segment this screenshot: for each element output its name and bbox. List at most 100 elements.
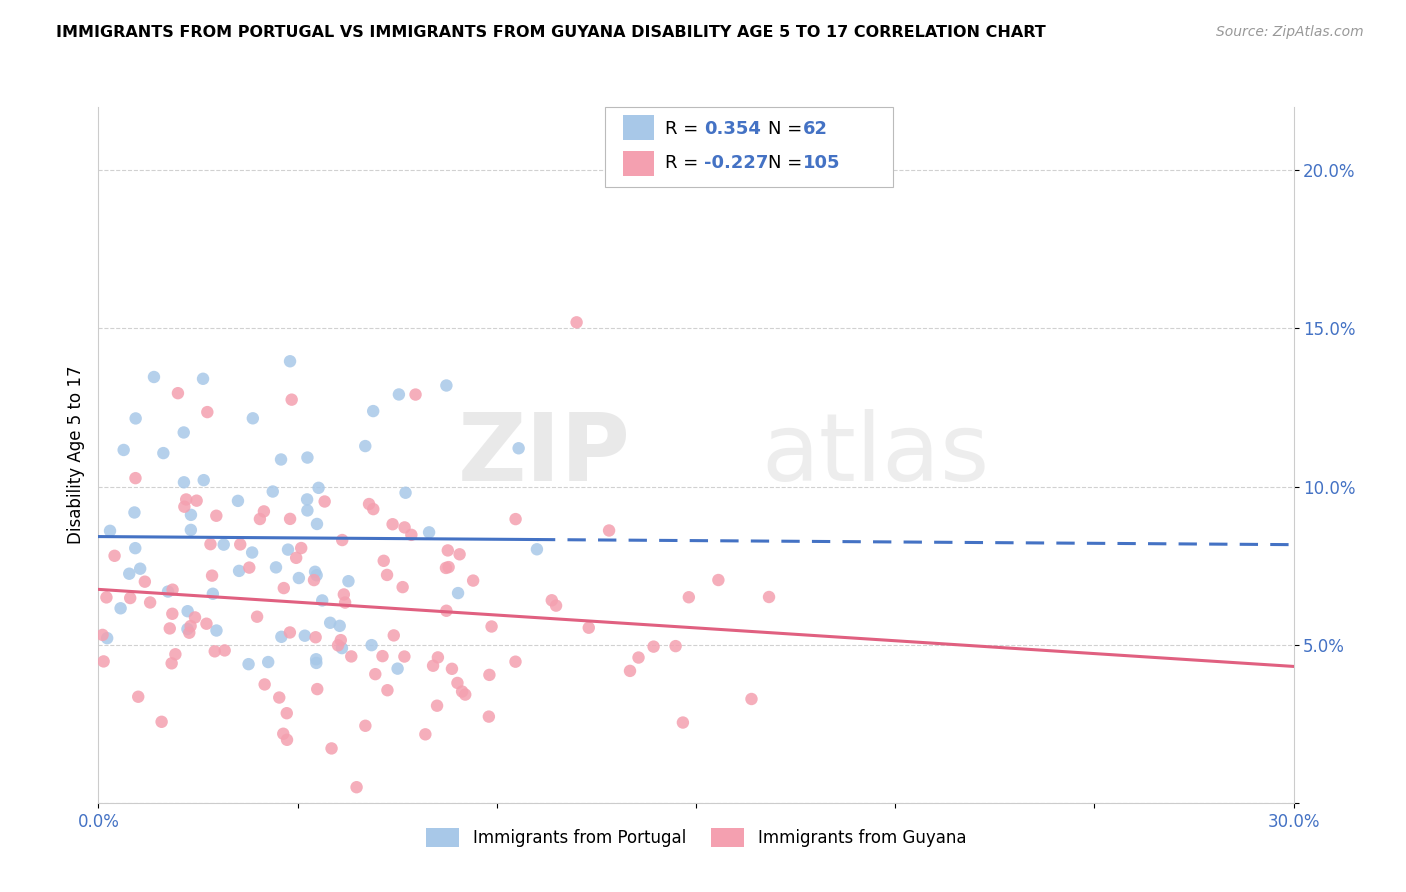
Point xyxy=(311,593,333,607)
Point xyxy=(191,372,214,386)
Point xyxy=(297,503,319,517)
Point xyxy=(176,622,198,636)
Point xyxy=(93,654,115,668)
Point xyxy=(205,624,228,638)
Point xyxy=(229,537,252,551)
Point xyxy=(333,595,356,609)
Point xyxy=(124,411,146,425)
Point xyxy=(447,586,470,600)
Point xyxy=(371,649,394,664)
Point xyxy=(91,628,114,642)
Point xyxy=(212,538,235,552)
Point xyxy=(672,715,695,730)
Point xyxy=(262,484,284,499)
Point xyxy=(257,655,280,669)
Point xyxy=(264,560,287,574)
Legend: Immigrants from Portugal, Immigrants from Guyana: Immigrants from Portugal, Immigrants fro… xyxy=(419,821,973,854)
Point xyxy=(167,386,190,401)
Point xyxy=(619,664,641,678)
Text: 62: 62 xyxy=(803,120,828,138)
Point xyxy=(758,590,780,604)
Point xyxy=(526,542,548,557)
Point xyxy=(305,656,328,670)
Point xyxy=(426,650,449,665)
Point xyxy=(173,475,195,490)
Point xyxy=(434,561,457,575)
Point xyxy=(394,485,416,500)
Text: ZIP: ZIP xyxy=(457,409,630,501)
Point xyxy=(422,658,444,673)
Point xyxy=(451,684,474,698)
Point xyxy=(578,621,600,635)
Point xyxy=(377,683,399,698)
Point xyxy=(240,545,263,559)
Point xyxy=(269,690,291,705)
Point xyxy=(295,492,318,507)
Point xyxy=(314,494,336,508)
Point xyxy=(505,512,527,526)
Point xyxy=(242,411,264,425)
Text: Source: ZipAtlas.com: Source: ZipAtlas.com xyxy=(1216,25,1364,39)
Point xyxy=(330,533,353,547)
Point xyxy=(173,425,195,440)
Point xyxy=(162,582,184,597)
Text: R =: R = xyxy=(665,154,704,172)
Point xyxy=(565,315,588,329)
Point xyxy=(382,628,405,642)
Point xyxy=(201,587,224,601)
Point xyxy=(481,619,503,633)
Point xyxy=(150,714,173,729)
Point xyxy=(326,638,349,652)
Point xyxy=(426,698,449,713)
Point xyxy=(321,741,343,756)
Point xyxy=(440,662,463,676)
Point xyxy=(184,610,207,624)
Point xyxy=(253,504,276,518)
Point xyxy=(139,595,162,609)
Point xyxy=(405,387,427,401)
Point xyxy=(387,662,409,676)
Point xyxy=(305,652,328,666)
Point xyxy=(179,625,201,640)
Point xyxy=(508,442,530,456)
Point xyxy=(112,442,135,457)
Point xyxy=(159,622,181,636)
Point xyxy=(249,512,271,526)
Point xyxy=(98,524,121,538)
Point xyxy=(305,568,328,582)
Point xyxy=(294,629,316,643)
Point xyxy=(434,378,457,392)
Point xyxy=(394,649,416,664)
Point xyxy=(278,354,301,368)
Point xyxy=(201,568,224,582)
Point xyxy=(678,591,700,605)
Point xyxy=(186,493,208,508)
Point xyxy=(204,644,226,658)
Text: R =: R = xyxy=(665,120,704,138)
Text: atlas: atlas xyxy=(762,409,990,501)
Point xyxy=(205,508,228,523)
Y-axis label: Disability Age 5 to 17: Disability Age 5 to 17 xyxy=(66,366,84,544)
Point xyxy=(436,543,458,558)
Point xyxy=(375,568,398,582)
Point xyxy=(195,616,218,631)
Point xyxy=(96,591,118,605)
Point xyxy=(165,647,187,661)
Point xyxy=(304,630,326,644)
Point xyxy=(253,677,276,691)
Point xyxy=(643,640,665,654)
Point xyxy=(180,619,202,633)
Point xyxy=(446,676,468,690)
Point xyxy=(329,619,352,633)
Point xyxy=(598,524,620,538)
Point xyxy=(627,650,650,665)
Point xyxy=(228,564,250,578)
Text: N =: N = xyxy=(768,154,807,172)
Point xyxy=(173,500,195,514)
Point xyxy=(354,439,377,453)
Point xyxy=(214,643,236,657)
Point xyxy=(96,631,118,645)
Point xyxy=(276,706,298,721)
Point xyxy=(401,528,423,542)
Point xyxy=(505,655,527,669)
